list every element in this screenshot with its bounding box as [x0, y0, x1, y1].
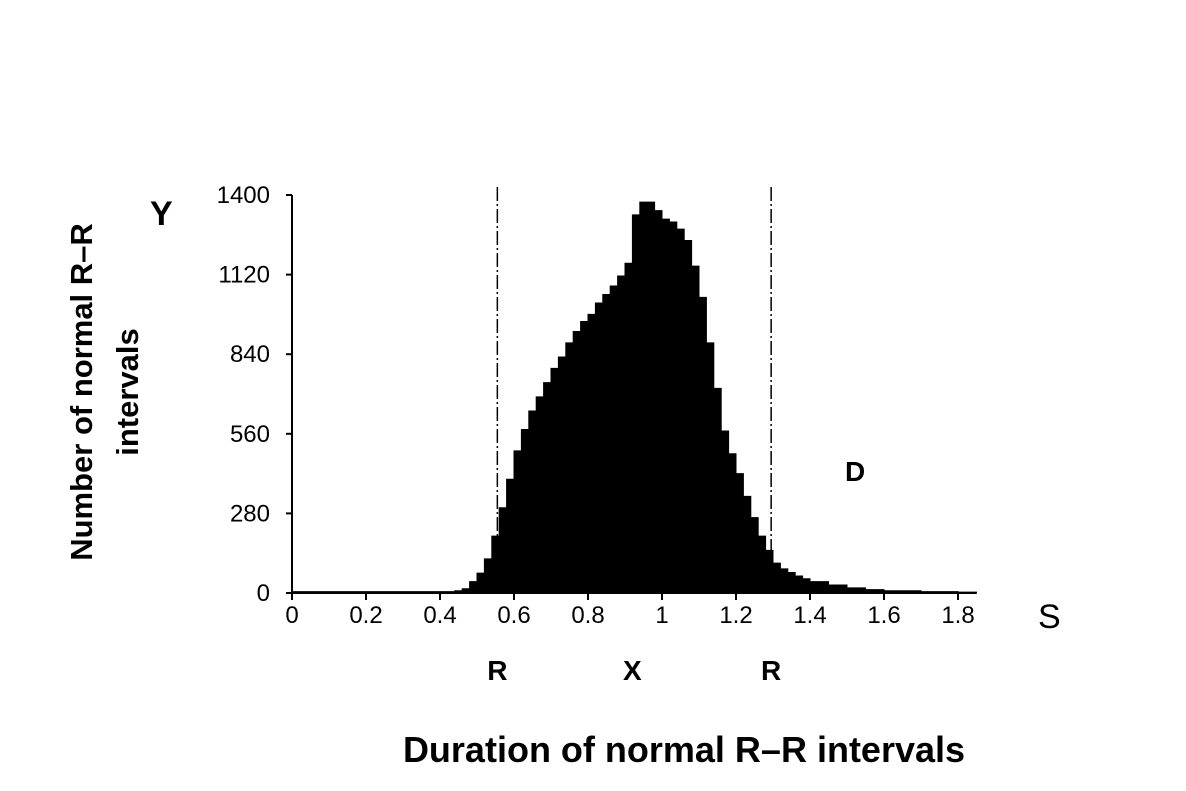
reference-line-label: R: [487, 655, 507, 686]
x-tick-label: 0.4: [423, 602, 456, 629]
x-tick-label: 1.6: [867, 602, 900, 629]
y-axis-label-line1: Number of normal R–R: [64, 223, 99, 561]
y-axis-letter: Y: [150, 195, 173, 233]
x-tick-label: 0: [285, 602, 298, 629]
x-axis-unit-letter: S: [1038, 598, 1061, 636]
reference-line-label: R: [761, 655, 781, 686]
x-tick-label: 0.2: [349, 602, 382, 629]
y-tick-label: 840: [230, 341, 270, 368]
x-tick-label: 1: [655, 602, 668, 629]
x-tick-label: 1.8: [941, 602, 974, 629]
histogram-area: [291, 201, 977, 594]
x-tick-label: 0.6: [497, 602, 530, 629]
x-tick-label: 1.2: [719, 602, 752, 629]
x-tick-label: 1.4: [793, 602, 826, 629]
x-tick-label: 0.8: [571, 602, 604, 629]
x-axis-label: Duration of normal R–R intervals: [403, 729, 965, 770]
y-tick-label: 1120: [218, 262, 270, 289]
y-tick-label: 280: [230, 500, 270, 527]
y-tick-label: 0: [257, 580, 270, 607]
y-tick-label: 1400: [217, 182, 270, 209]
annotation-d: D: [845, 456, 865, 487]
y-axis-label-line2: intervals: [110, 328, 145, 456]
y-tick-label: 560: [230, 421, 270, 448]
mode-marker-label: X: [623, 655, 642, 686]
